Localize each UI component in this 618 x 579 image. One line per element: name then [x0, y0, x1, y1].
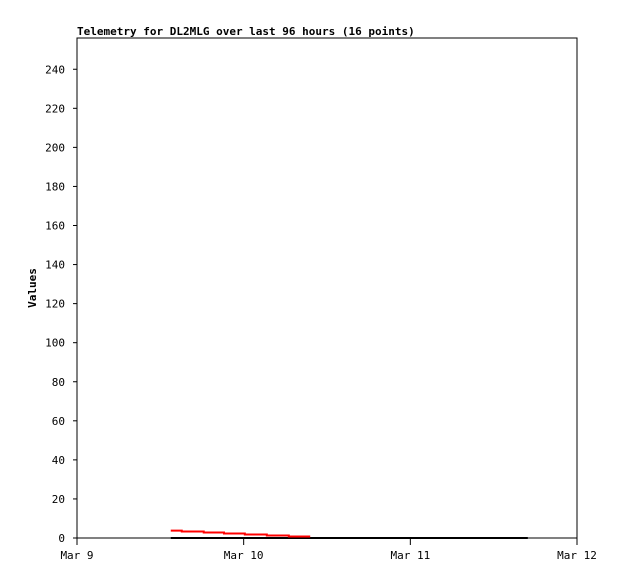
series-line-1 [170, 529, 311, 538]
x-tick-label: Mar 10 [224, 549, 264, 562]
y-tick-label: 180 [45, 180, 65, 193]
chart-title: Telemetry for DL2MLG over last 96 hours … [77, 25, 415, 38]
y-tick-label: 0 [58, 532, 65, 545]
y-tick-label: 120 [45, 298, 65, 311]
y-tick-label: 100 [45, 337, 65, 350]
y-tick-label: 140 [45, 259, 65, 272]
x-tick-label: Mar 12 [557, 549, 597, 562]
y-tick-label: 80 [52, 376, 65, 389]
y-tick-label: 200 [45, 141, 65, 154]
y-tick-label: 240 [45, 63, 65, 76]
y-tick-label: 60 [52, 415, 65, 428]
x-tick-label: Mar 11 [390, 549, 430, 562]
y-tick-label: 20 [52, 493, 65, 506]
y-tick-label: 40 [52, 454, 65, 467]
y-axis-label: Values [26, 268, 39, 308]
x-tick-label: Mar 9 [60, 549, 93, 562]
y-tick-label: 160 [45, 220, 65, 233]
y-tick-label: 220 [45, 102, 65, 115]
plot-frame [76, 37, 578, 539]
